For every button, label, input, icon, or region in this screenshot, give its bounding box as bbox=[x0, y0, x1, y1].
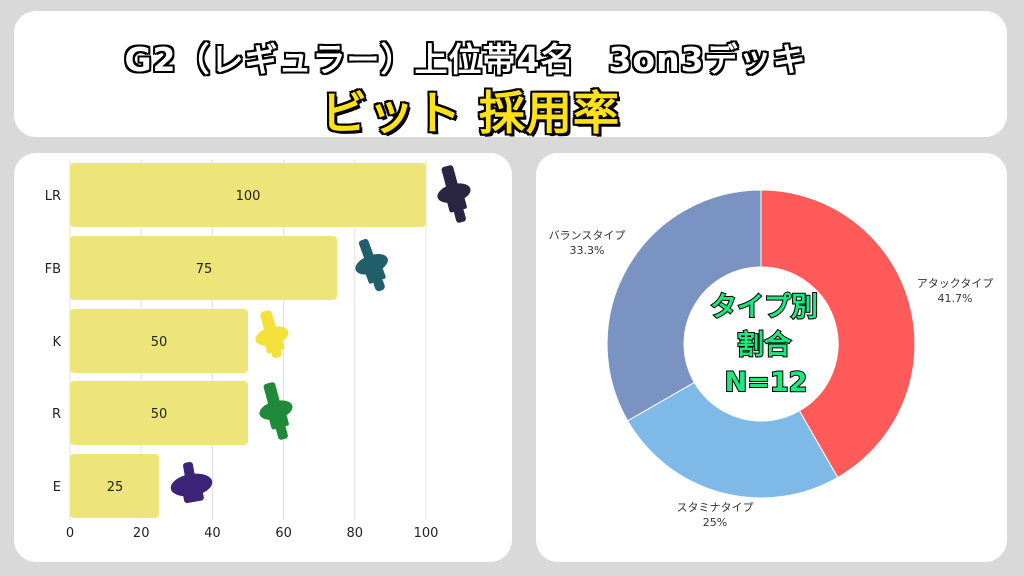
bar-fb bbox=[70, 236, 337, 300]
bar-chart: 100 75 50 50 25 LR FB K R E 0 20 40 60 8… bbox=[45, 160, 471, 541]
center-text-line1: タイプ別 bbox=[710, 292, 818, 323]
value-label-fb: 75 bbox=[196, 262, 213, 277]
center-text-line3: N=12 bbox=[725, 367, 808, 398]
fb-bit-icon bbox=[355, 238, 388, 292]
slice-balance bbox=[606, 189, 762, 422]
category-label-lr: LR bbox=[45, 189, 61, 204]
value-label-k: 50 bbox=[151, 335, 168, 350]
title-line1: G2（レギュラー）上位帯4名 3on3デッキ bbox=[14, 33, 1007, 81]
bar-r bbox=[70, 381, 248, 445]
r-bit-icon bbox=[259, 382, 293, 440]
category-label-e: E bbox=[53, 480, 61, 495]
label-stamina-pct: 25% bbox=[703, 516, 727, 529]
label-stamina-name: スタミナタイプ bbox=[677, 501, 754, 514]
title-line2: ビット 採用率 bbox=[14, 77, 1007, 143]
x-tick-0: 0 bbox=[66, 526, 74, 541]
value-label-e: 25 bbox=[107, 480, 124, 495]
category-label-r: R bbox=[52, 407, 61, 422]
label-attack-pct: 41.7% bbox=[938, 292, 973, 305]
x-tick-60: 60 bbox=[275, 526, 292, 541]
x-tick-20: 20 bbox=[133, 526, 150, 541]
main-title-text: ビット 採用率 bbox=[320, 86, 620, 140]
lr-bit-icon bbox=[437, 165, 471, 223]
title-panel: G2（レギュラー）上位帯4名 3on3デッキ ビット 採用率 bbox=[14, 11, 1007, 140]
category-label-fb: FB bbox=[45, 262, 61, 277]
category-label-k: K bbox=[52, 335, 61, 350]
center-text-line2: 割合 bbox=[737, 329, 791, 361]
pie-chart-panel: アタックタイプ 41.7% スタミナタイプ 25% バランスタイプ 33.3% … bbox=[536, 153, 1007, 562]
bars bbox=[70, 163, 426, 518]
label-balance-pct: 33.3% bbox=[570, 244, 605, 257]
x-tick-40: 40 bbox=[204, 526, 221, 541]
bar-chart-panel: 100 75 50 50 25 LR FB K R E 0 20 40 60 8… bbox=[14, 153, 512, 562]
value-label-r: 50 bbox=[151, 407, 168, 422]
bar-e bbox=[70, 454, 159, 518]
x-tick-80: 80 bbox=[347, 526, 364, 541]
k-bit-icon bbox=[255, 310, 289, 359]
e-bit-icon bbox=[170, 462, 213, 504]
bar-lr bbox=[70, 163, 426, 227]
slice-stamina bbox=[626, 381, 839, 499]
label-balance-name: バランスタイプ bbox=[549, 229, 626, 242]
x-tick-100: 100 bbox=[414, 526, 439, 541]
slice-attack bbox=[760, 189, 916, 479]
donut-chart: アタックタイプ 41.7% スタミナタイプ 25% バランスタイプ 33.3% … bbox=[549, 189, 994, 529]
value-label-lr: 100 bbox=[236, 189, 261, 204]
label-attack-name: アタックタイプ bbox=[917, 277, 994, 290]
bar-k bbox=[70, 309, 248, 373]
subtitle-text: G2（レギュラー）上位帯4名 3on3デッキ bbox=[124, 40, 807, 79]
